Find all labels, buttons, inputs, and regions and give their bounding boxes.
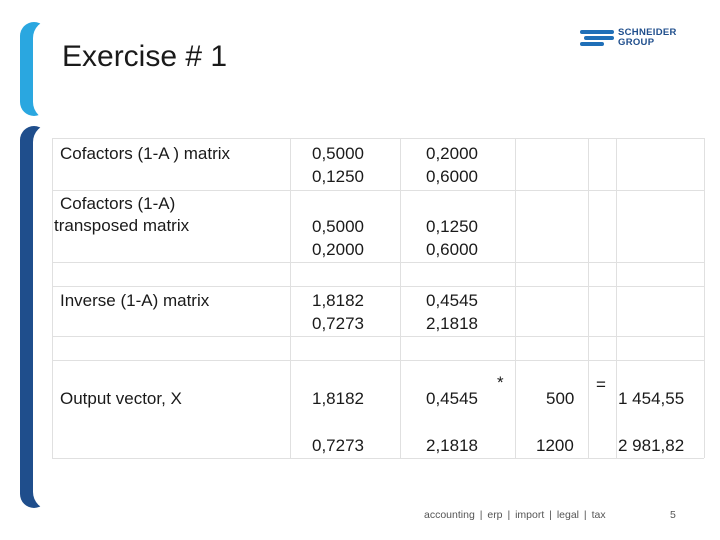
cofactors-label: Cofactors (1-A ) matrix <box>60 144 231 163</box>
multiply-sign: * <box>497 373 504 392</box>
output-r1c2: 0,4545 <box>426 389 478 408</box>
equals-sign: = <box>596 375 606 394</box>
slide-title: Exercise # 1 <box>62 40 228 73</box>
cofactors-r2c1: 0,1250 <box>312 167 364 186</box>
result-r1: 1 454,55 <box>618 389 685 408</box>
inverse-label: Inverse (1-A) matrix <box>60 291 210 310</box>
inverse-r2c2: 2,1818 <box>426 314 478 333</box>
footer-services: accounting | erp | import | legal | tax <box>424 509 606 521</box>
cofactors-r1c1: 0,5000 <box>312 144 364 163</box>
inverse-r1c1: 1,8182 <box>312 291 364 310</box>
vector-r1: 500 <box>546 389 575 408</box>
transposed-label-line1: Cofactors (1-A) <box>60 194 176 213</box>
transposed-label-line2: transposed matrix <box>54 216 190 235</box>
output-label: Output vector, X <box>60 389 182 408</box>
transposed-r1c1: 0,5000 <box>312 217 364 236</box>
logo-text-line2: GROUP <box>618 37 655 48</box>
transposed-r2c2: 0,6000 <box>426 240 478 259</box>
output-r2c2: 2,1818 <box>426 436 478 455</box>
output-r2c1: 0,7273 <box>312 436 364 455</box>
inverse-r2c1: 0,7273 <box>312 314 364 333</box>
cofactors-r2c2: 0,6000 <box>426 167 478 186</box>
logo-text-line1: SCHNEIDER <box>618 27 677 38</box>
logo-mark-icon <box>580 30 614 46</box>
transposed-r1c2: 0,1250 <box>426 217 478 236</box>
page-number: 5 <box>670 509 676 521</box>
transposed-r2c1: 0,2000 <box>312 240 364 259</box>
vector-r2: 1200 <box>536 436 574 455</box>
output-r1c1: 1,8182 <box>312 389 364 408</box>
schneider-group-logo: SCHNEIDER GROUP <box>580 28 690 50</box>
inverse-r1c2: 0,4545 <box>426 291 478 310</box>
cofactors-r1c2: 0,2000 <box>426 144 478 163</box>
content-panel <box>33 124 720 510</box>
result-r2: 2 981,82 <box>618 436 685 455</box>
